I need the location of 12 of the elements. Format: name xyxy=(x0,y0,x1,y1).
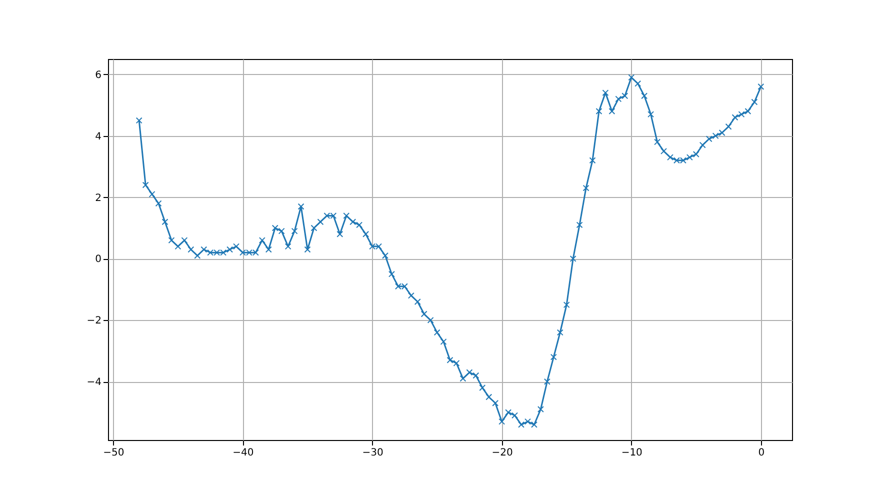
y-tick-label: −2 xyxy=(86,316,102,327)
x-tick-label: −40 xyxy=(232,448,254,458)
y-tick-label: 2 xyxy=(95,192,102,204)
y-tick-label: 4 xyxy=(95,131,102,142)
x-tick-label: −30 xyxy=(362,448,384,458)
x-tick-label: 0 xyxy=(758,448,765,458)
x-tick-label: −10 xyxy=(621,448,642,458)
y-tick-label: −4 xyxy=(86,377,102,388)
x-tick-label: −20 xyxy=(492,448,513,458)
x-tick-label: −50 xyxy=(103,448,124,458)
y-tick-label: 0 xyxy=(95,254,102,266)
y-tick-label: 6 xyxy=(95,70,102,81)
